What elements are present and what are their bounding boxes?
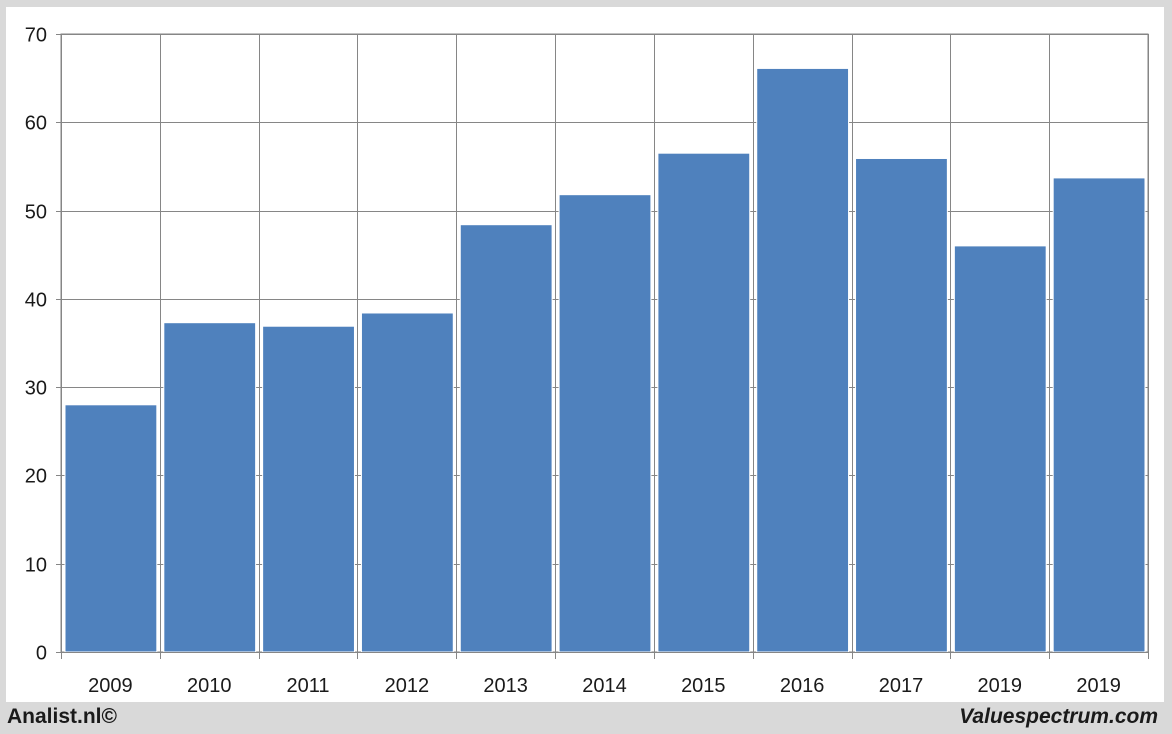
- bar: [360, 312, 454, 653]
- y-tick-label: 60: [25, 113, 47, 135]
- bar: [558, 194, 652, 653]
- x-tick-label: 2013: [483, 675, 528, 697]
- x-tick-label: 2015: [681, 675, 726, 697]
- bar: [163, 322, 257, 653]
- bar: [1052, 177, 1146, 653]
- y-tick-label: 50: [25, 202, 47, 224]
- axis-layer: [56, 34, 1149, 659]
- y-tick-label: 20: [25, 466, 47, 488]
- x-tick-label: 2019: [978, 675, 1023, 697]
- footer-source-right: Valuespectrum.com: [959, 705, 1158, 728]
- bar: [756, 67, 850, 653]
- bar: [262, 325, 355, 653]
- y-tick-label: 70: [25, 25, 47, 47]
- bar: [459, 224, 553, 653]
- x-tick-label: 2017: [879, 675, 924, 697]
- y-tick-label: 30: [25, 378, 47, 400]
- x-tick-label: 2014: [582, 675, 627, 697]
- y-tick-label: 0: [36, 643, 47, 665]
- y-tick-label: 40: [25, 290, 47, 312]
- bar: [855, 157, 948, 653]
- x-tick-label: 2010: [187, 675, 232, 697]
- bar: [657, 152, 751, 653]
- bar: [64, 404, 158, 653]
- bars-layer: [64, 67, 1146, 653]
- y-tick-label: 10: [25, 555, 47, 577]
- labels-layer: 0 10 20 30 40 50 60 70 2009 2010 2011 2012 2013 2014 2…: [25, 25, 1121, 698]
- footer-source-left: Analist.nl©: [7, 705, 117, 728]
- chart-frame: 0 10 20 30 40 50 60 70 2009 2010 2011 2012 2013 2014 2…: [6, 7, 1164, 702]
- x-tick-label: 2016: [780, 675, 825, 697]
- bar: [953, 245, 1047, 653]
- x-tick-label: 2012: [385, 675, 430, 697]
- x-tick-label: 2011: [287, 675, 330, 697]
- x-tick-label: 2009: [88, 675, 133, 697]
- x-tick-label: 2019: [1076, 675, 1121, 697]
- bar-chart: 0 10 20 30 40 50 60 70 2009 2010 2011 2012 2013 2014 2…: [25, 25, 1149, 698]
